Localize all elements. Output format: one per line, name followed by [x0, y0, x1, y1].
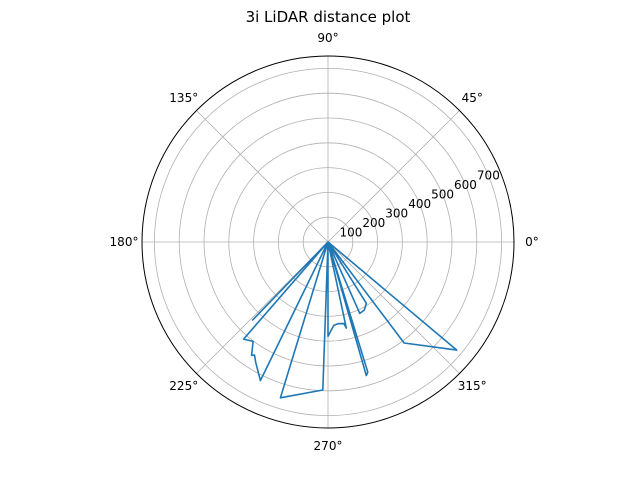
polar-grid	[142, 56, 514, 428]
radial-tick-label: 600	[454, 178, 477, 192]
angular-gridline-135	[196, 110, 329, 243]
radial-tick-label: 500	[431, 188, 454, 202]
angular-tick-label: 90°	[317, 31, 338, 45]
angular-tick-labels: 0° 45° 90° 135° 180° 225° 270° 315°	[110, 31, 539, 453]
angular-tick-label: 135°	[169, 91, 198, 105]
chart-title: 3i LiDAR distance plot	[246, 8, 411, 26]
polar-frame	[141, 55, 515, 429]
radial-tick-label: 200	[362, 216, 385, 230]
angular-tick-label: 180°	[110, 235, 139, 249]
angular-tick-label: 225°	[169, 379, 198, 393]
radial-tick-label: 400	[408, 197, 431, 211]
angular-gridline-45	[327, 110, 460, 243]
radial-tick-label: 300	[385, 207, 408, 221]
series-layer	[242, 241, 458, 399]
angular-tick-label: 270°	[314, 439, 343, 453]
series-line-0	[242, 241, 458, 399]
radial-tick-label: 700	[477, 169, 500, 183]
angular-gridline-315	[327, 241, 460, 374]
radial-tick-label: 100	[339, 226, 362, 240]
angular-tick-label: 0°	[525, 235, 539, 249]
angular-tick-label: 45°	[462, 91, 483, 105]
angular-tick-label: 315°	[458, 379, 487, 393]
